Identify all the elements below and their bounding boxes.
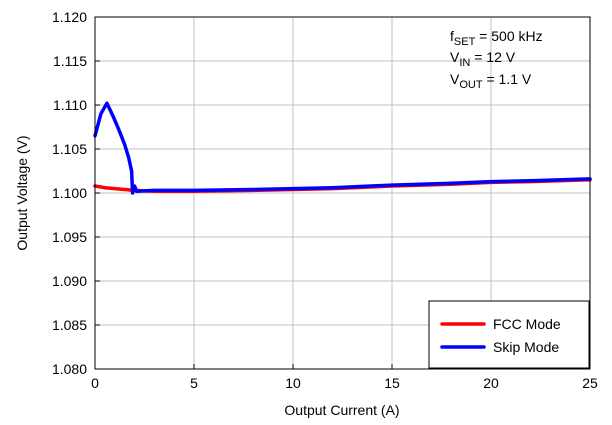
legend-box: [428, 300, 590, 369]
y-tick-label: 1.110: [53, 97, 87, 113]
legend: FCC Mode Skip Mode: [428, 300, 590, 369]
y-tick-label: 1.105: [52, 141, 87, 157]
y-tick-label: 1.115: [53, 53, 87, 69]
annotation-box: fSET = 500 kHz VIN = 12 V VOUT = 1.1 V: [450, 28, 543, 91]
x-axis-title: Output Current (A): [284, 402, 399, 418]
ticks: 0 5 10 15 20 25 1.080 1.085 1.090 1.095 1.100 1.105…: [52, 9, 598, 391]
x-tick-label: 20: [483, 375, 499, 391]
y-tick-label: 1.120: [52, 9, 87, 25]
grid: [95, 17, 590, 369]
annotation-fset: fSET = 500 kHz: [450, 28, 543, 48]
y-tick-label: 1.085: [52, 317, 87, 333]
annotation-vin: VIN = 12 V: [450, 49, 516, 69]
y-axis-title: Output Voltage (V): [14, 135, 30, 250]
x-tick-label: 10: [285, 375, 301, 391]
x-tick-label: 25: [582, 375, 598, 391]
y-tick-label: 1.100: [52, 185, 87, 201]
legend-label-skip: Skip Mode: [493, 339, 559, 355]
y-tick-label: 1.095: [52, 229, 87, 245]
x-tick-label: 15: [384, 375, 400, 391]
x-tick-label: 0: [91, 375, 99, 391]
y-tick-label: 1.080: [52, 361, 87, 377]
series-line-skip-mode: [93, 101, 592, 195]
x-tick-label: 5: [190, 375, 198, 391]
legend-label-fcc: FCC Mode: [493, 316, 561, 332]
series-layer: [93, 101, 592, 195]
annotation-vout: VOUT = 1.1 V: [450, 71, 532, 91]
y-tick-label: 1.090: [52, 273, 87, 289]
